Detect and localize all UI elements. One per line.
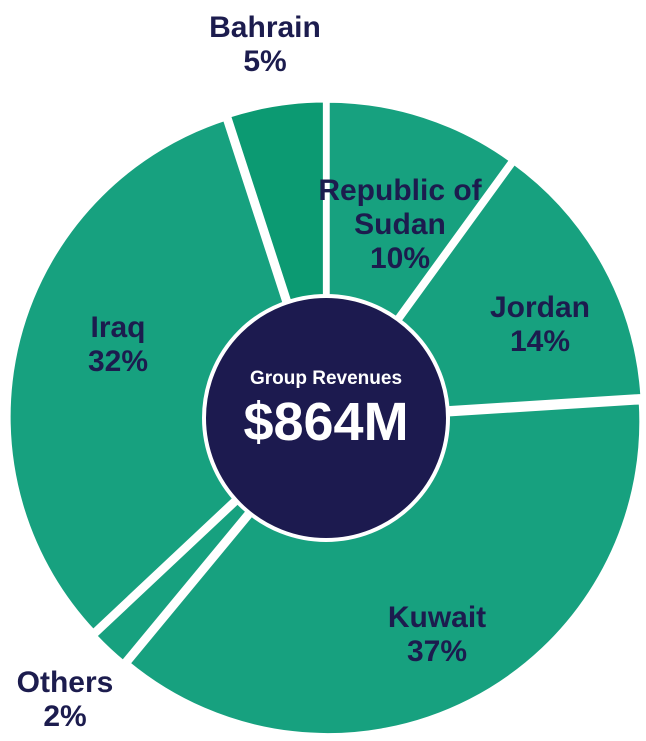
- center-label: Group Revenues $864M: [206, 368, 446, 454]
- center-value: $864M: [243, 392, 409, 452]
- slice-name: Others: [16, 666, 114, 699]
- slice-label: Kuwait 37%: [337, 601, 537, 669]
- slice-name: Kuwait: [387, 601, 487, 634]
- slice-percent: 32%: [87, 345, 149, 378]
- slice-percent: 10%: [369, 242, 431, 275]
- slice-label: Bahrain 5%: [165, 11, 365, 79]
- center-title: Group Revenues: [249, 368, 403, 389]
- pie-slice: [124, 399, 645, 739]
- center-circle: [202, 294, 450, 542]
- slice-name: Republic of Sudan: [318, 174, 482, 241]
- pie-slice: [5, 115, 325, 636]
- slice-name: Bahrain: [209, 11, 321, 44]
- slice-name: Iraq: [90, 311, 146, 344]
- slice-percent: 37%: [406, 635, 468, 668]
- slice-label: Iraq 32%: [18, 311, 218, 379]
- slice-percent: 2%: [43, 700, 87, 733]
- slice-name: Jordan: [489, 291, 591, 324]
- slice-percent: 14%: [509, 325, 571, 358]
- slice-percent: 5%: [243, 45, 287, 78]
- slice-label: Others 2%: [0, 666, 165, 734]
- slice-label: Jordan 14%: [440, 291, 640, 359]
- slice-label: Republic of Sudan 10%: [313, 174, 488, 276]
